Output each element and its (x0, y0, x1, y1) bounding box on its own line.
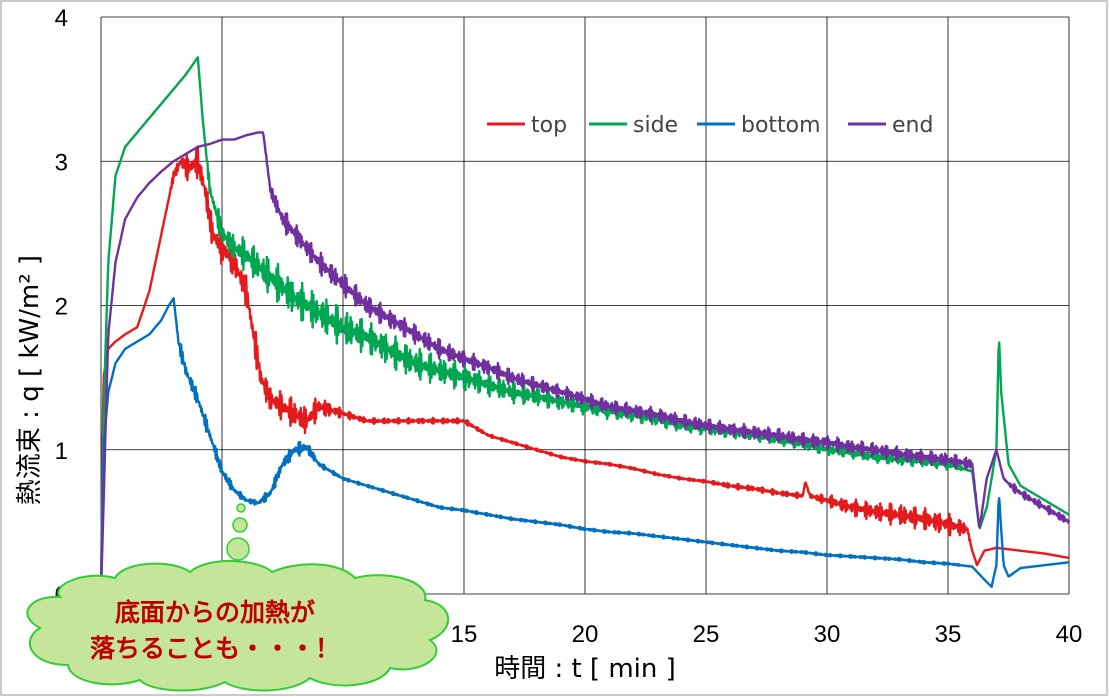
callout-line-2: 落ちることも・・・！ (90, 634, 340, 663)
legend: top side bottom end (487, 113, 933, 138)
x-tick-label: 20 (572, 621, 599, 648)
legend-label-top: top (531, 113, 567, 138)
legend-label-end: end (892, 113, 933, 138)
x-tick-label: 35 (935, 621, 962, 648)
callout-line-1: 底面からの加熱が (115, 598, 315, 627)
callout-bubble-medium (232, 517, 248, 533)
callout-bubble-large (226, 537, 250, 561)
series-lines (99, 56, 1071, 595)
annotation-callout: 底面からの加熱が 落ちることも・・・！ (26, 503, 450, 692)
y-tick-label: 3 (55, 149, 68, 176)
callout-bubble-small (236, 503, 246, 513)
legend-label-bottom: bottom (741, 113, 821, 138)
series-line-end (99, 131, 1071, 595)
x-tick-label: 25 (693, 621, 720, 648)
y-tick-label: 1 (55, 438, 68, 465)
y-tick-label: 2 (55, 294, 68, 321)
y-tick-label: 4 (55, 5, 68, 32)
x-tick-label: 15 (451, 621, 478, 648)
x-tick-label: 40 (1056, 621, 1083, 648)
y-axis-title: 熱流束 : q [ kW/m² ] (15, 255, 45, 505)
series-line-top (99, 145, 1070, 595)
x-axis-title: 時間 : t [ min ] (494, 654, 676, 684)
x-tick-label: 30 (814, 621, 841, 648)
callout-cloud-shape (26, 560, 450, 692)
series-line-bottom (99, 297, 1070, 595)
legend-label-side: side (633, 113, 678, 138)
